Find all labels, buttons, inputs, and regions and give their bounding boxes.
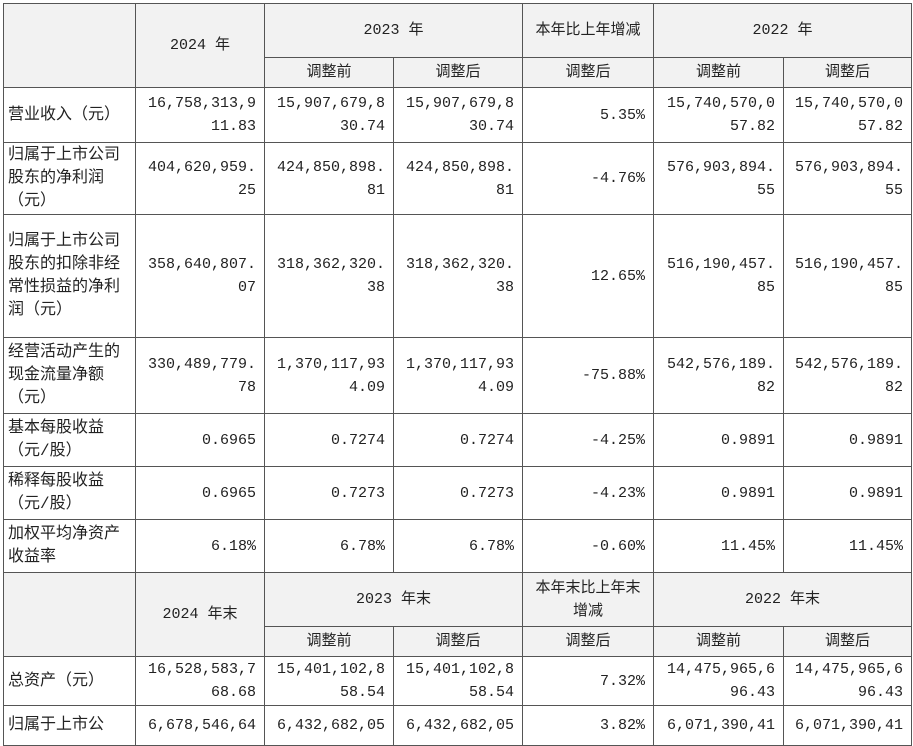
corner-cell [3,572,136,657]
value-cell: 6.78% [392,519,524,573]
header-row: 2024 年末 2023 年末 本年末比上年末增减 2022 年末 [3,572,913,657]
value-cell: 15,401,102,858.54 [264,656,394,706]
value-cell: 516,190,457.85 [783,214,913,338]
row-label: 稀释每股收益（元/股） [3,466,136,520]
value-cell: 318,362,320.38 [392,214,524,338]
data-row: 归属于上市公 6,678,546,64 6,432,682,05 6,432,682,… [3,705,913,746]
row-label: 营业收入（元） [3,87,136,143]
value-cell: 6,432,682,05 [392,705,524,746]
column-subheader: 调整前 [653,57,785,88]
value-cell: 3.82% [522,705,655,746]
data-row: 归属于上市公司股东的净利润（元） 404,620,959.25 424,850,89… [3,142,913,215]
row-label: 加权平均净资产收益率 [3,519,136,573]
value-cell: 1,370,117,934.09 [264,337,394,414]
value-cell: 15,401,102,858.54 [392,656,524,706]
row-label: 基本每股收益（元/股） [3,413,136,467]
value-cell: -75.88% [522,337,655,414]
value-cell: 7.32% [522,656,655,706]
value-cell: 6,071,390,41 [653,705,785,746]
row-label: 归属于上市公司股东的净利润（元） [3,142,136,215]
column-header: 2022 年 [653,3,913,58]
column-header: 2023 年末 [263,572,524,627]
row-label: 经营活动产生的现金流量净额（元） [3,337,136,414]
column-header: 2022 年末 [653,572,913,627]
value-cell: 6.78% [264,519,394,573]
value-cell: 318,362,320.38 [264,214,394,338]
value-cell: 0.6965 [135,466,265,520]
value-cell: 0.9891 [653,466,785,520]
column-subheader: 调整后 [783,626,913,657]
value-cell: 1,370,117,934.09 [392,337,524,414]
value-cell: 6,071,390,41 [783,705,913,746]
subheader-row: 调整前 调整后 调整后 调整前 调整后 [4,57,913,88]
value-cell: 11.45% [783,519,913,573]
value-cell: 15,740,570,057.82 [783,87,913,143]
value-cell: 0.9891 [783,413,913,467]
value-cell: 0.9891 [653,413,785,467]
column-subheader: 调整前 [264,57,394,88]
data-row: 基本每股收益（元/股） 0.6965 0.7274 0.7274 -4.25% 0.989… [3,413,913,467]
value-cell: 404,620,959.25 [135,142,265,215]
value-cell: 330,489,779.78 [135,337,265,414]
column-subheader: 调整后 [783,57,913,88]
data-row: 加权平均净资产收益率 6.18% 6.78% 6.78% -0.60% 11.45% 11.… [3,519,913,573]
data-row: 归属于上市公司股东的扣除非经常性损益的净利润（元） 358,640,807.07 3… [3,214,913,338]
column-header: 2024 年 [135,3,265,88]
value-cell: 424,850,898.81 [392,142,524,215]
value-cell: -4.25% [522,413,655,467]
value-cell: 0.7274 [264,413,394,467]
value-cell: 16,758,313,911.83 [135,87,265,143]
data-row: 稀释每股收益（元/股） 0.6965 0.7273 0.7273 -4.23% 0.989… [3,466,913,520]
column-header: 2024 年末 [135,572,265,657]
value-cell: -4.23% [522,466,655,520]
subheader-row: 调整前 调整后 调整后 调整前 调整后 [4,626,913,657]
column-header: 2023 年 [263,3,524,58]
value-cell: 6,432,682,05 [264,705,394,746]
data-row: 总资产（元） 16,528,583,768.68 15,401,102,858.54… [3,656,913,706]
value-cell: -0.60% [522,519,655,573]
value-cell: 15,740,570,057.82 [653,87,785,143]
value-cell: 6.18% [135,519,265,573]
value-cell: 424,850,898.81 [264,142,394,215]
value-cell: 542,576,189.82 [783,337,913,414]
value-cell: 0.9891 [783,466,913,520]
value-cell: 14,475,965,696.43 [653,656,785,706]
value-cell: 0.7274 [392,413,524,467]
value-cell: 16,528,583,768.68 [135,656,265,706]
value-cell: 576,903,894.55 [783,142,913,215]
row-label: 总资产（元） [3,656,136,706]
value-cell: 11.45% [653,519,785,573]
column-subheader: 调整前 [653,626,785,657]
value-cell: 516,190,457.85 [653,214,785,338]
value-cell: 15,907,679,830.74 [264,87,394,143]
value-cell: 576,903,894.55 [653,142,785,215]
column-header: 本年比上年增减 [522,3,655,58]
column-subheader: 调整前 [264,626,394,657]
value-cell: 15,907,679,830.74 [392,87,524,143]
value-cell: 0.7273 [264,466,394,520]
value-cell: 0.7273 [392,466,524,520]
value-cell: 0.6965 [135,413,265,467]
data-row: 经营活动产生的现金流量净额（元） 330,489,779.78 1,370,117,… [3,337,913,414]
corner-cell [3,3,136,88]
column-header: 本年末比上年末增减 [522,572,655,627]
row-label: 归属于上市公 [3,705,136,746]
value-cell: -4.76% [522,142,655,215]
row-label: 归属于上市公司股东的扣除非经常性损益的净利润（元） [3,214,136,338]
financial-table: 2024 年 2023 年本年比上年增减 2022 年调整前 调整后 调整后 调整前 调整后… [3,3,913,746]
column-subheader: 调整后 [522,626,655,657]
value-cell: 12.65% [522,214,655,338]
value-cell: 358,640,807.07 [135,214,265,338]
value-cell: 14,475,965,696.43 [783,656,913,706]
value-cell: 6,678,546,64 [135,705,265,746]
column-subheader: 调整后 [392,626,524,657]
table-body: 2024 年 2023 年本年比上年增减 2022 年调整前 调整后 调整后 调整前 调整后… [3,3,913,746]
column-subheader: 调整后 [392,57,524,88]
value-cell: 5.35% [522,87,655,143]
value-cell: 542,576,189.82 [653,337,785,414]
header-row: 2024 年 2023 年本年比上年增减 2022 年 [3,3,913,88]
data-row: 营业收入（元） 16,758,313,911.83 15,907,679,830.7… [3,87,913,143]
column-subheader: 调整后 [522,57,655,88]
